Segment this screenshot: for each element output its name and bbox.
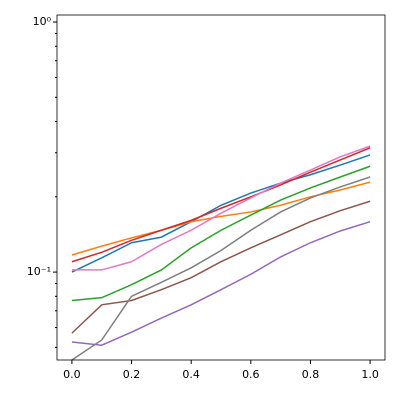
line-series	[71, 147, 371, 263]
x-tick-label: 0.0	[63, 368, 81, 381]
x-tick-label: 0.6	[242, 368, 260, 381]
plot-area	[57, 15, 385, 360]
y-tick-label: 10⁻¹	[27, 265, 51, 278]
line-series	[71, 154, 371, 273]
line-series	[71, 145, 371, 271]
x-tick-label: 0.2	[123, 368, 141, 381]
line-series	[71, 200, 371, 334]
line-series	[71, 176, 371, 361]
line-series	[71, 221, 371, 346]
y-tick-label: 10⁰	[33, 15, 52, 28]
x-tick-label: 1.0	[361, 368, 379, 381]
axes-frame	[56, 14, 386, 361]
x-tick-label: 0.4	[182, 368, 200, 381]
x-tick-label: 0.8	[302, 368, 320, 381]
line-series	[71, 165, 371, 302]
